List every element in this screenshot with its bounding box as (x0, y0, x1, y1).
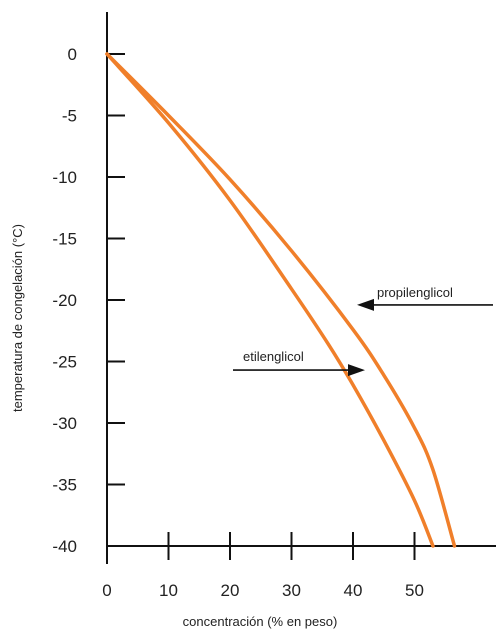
y-tick-label: -30 (52, 414, 77, 433)
x-tick-label: 40 (344, 581, 363, 600)
x-tick-label: 10 (159, 581, 178, 600)
x-tick-label: 30 (282, 581, 301, 600)
y-axis-title: temperatura de congelación (°C) (10, 224, 25, 412)
propilenglicol-arrow-head (357, 298, 374, 311)
y-tick-label: -40 (52, 537, 77, 556)
annotation-layer: propilenglicol etilenglicol (233, 285, 493, 377)
y-tick-label: -20 (52, 291, 77, 310)
etilenglicol-arrow-head (348, 364, 365, 377)
etilenglicol-label: etilenglicol (243, 349, 304, 364)
x-tick-label: 50 (405, 581, 424, 600)
x-tick-label: 0 (102, 581, 111, 600)
y-tick-label: -35 (52, 476, 77, 495)
y-ticks: 0 -5 -10 -15 -20 -25 -30 -35 -40 (52, 45, 125, 556)
x-axis-title: concentración (% en peso) (183, 614, 338, 629)
x-ticks: 0 10 20 30 40 50 (102, 532, 424, 600)
series-layer (105, 52, 457, 548)
y-tick-label: -10 (52, 168, 77, 187)
x-tick-label: 20 (221, 581, 240, 600)
y-tick-label: -5 (62, 107, 77, 126)
series-line-propilenglicol (105, 52, 457, 548)
y-tick-label: -15 (52, 230, 77, 249)
y-tick-label: 0 (68, 45, 77, 64)
series-line-etilenglicol (105, 52, 435, 548)
propilenglicol-label: propilenglicol (377, 285, 453, 300)
y-tick-label: -25 (52, 353, 77, 372)
